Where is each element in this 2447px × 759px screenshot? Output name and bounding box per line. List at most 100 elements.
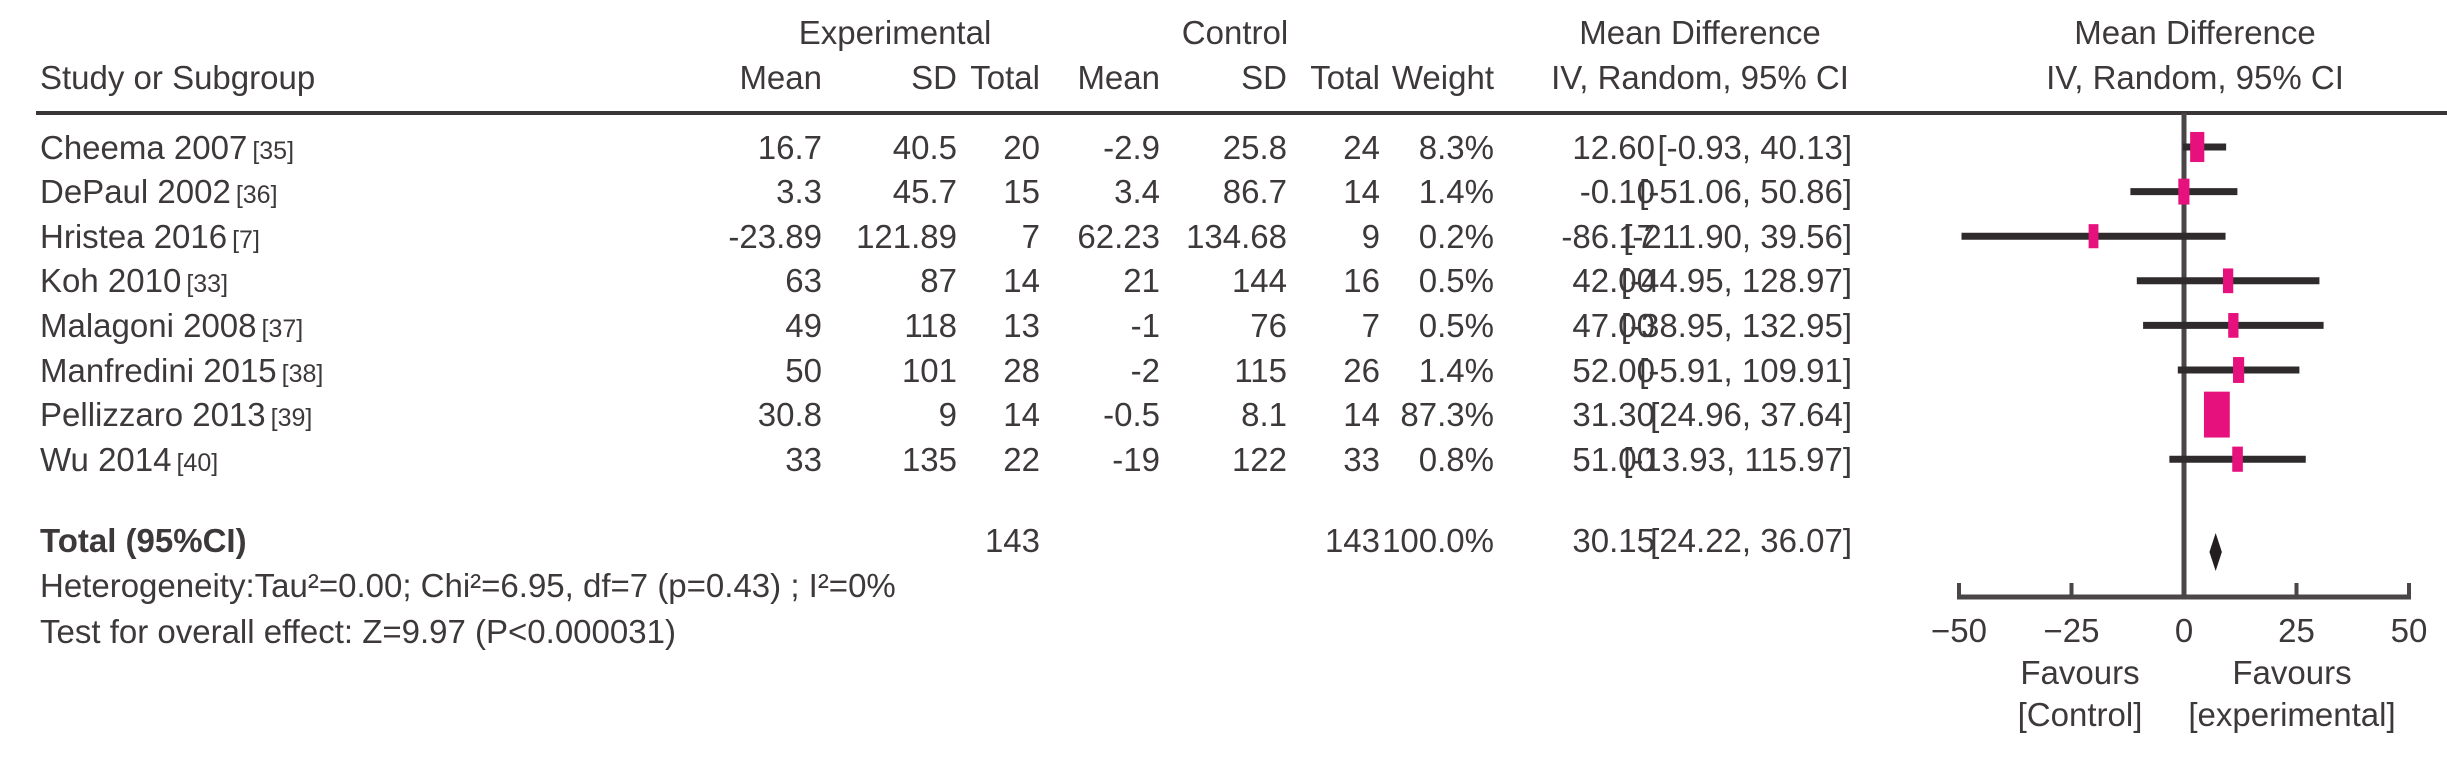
- cell-sd_e-cheema-2007: 40.5: [892, 129, 957, 166]
- cell-sd_e-manfredini-2015: 101: [901, 352, 957, 389]
- axis-tick-label: 50: [2391, 612, 2428, 649]
- favours-experimental-label: Favours: [2232, 654, 2351, 691]
- study-reference: [37]: [261, 315, 304, 343]
- cell-total_e-depaul-2002: 15: [1003, 173, 1040, 210]
- study-label-manfredini-2015: Manfredini 2015 [38]: [40, 348, 323, 393]
- cell-weight-manfredini-2015: 1.4%: [1418, 352, 1494, 389]
- column-header-total-ctl: Total: [1310, 59, 1380, 96]
- cell-total_e-manfredini-2015: 28: [1003, 352, 1040, 389]
- cell-total_c-hristea-2016: 9: [1361, 218, 1380, 255]
- total-md: 30.15: [1572, 522, 1655, 559]
- study-reference: [36]: [235, 181, 278, 209]
- total-ci: [24.22, 36.07]: [1650, 522, 1852, 559]
- effect-marker-pellizzaro-2013: [2203, 391, 2230, 438]
- cell-sd_e-pellizzaro-2013: 9: [938, 396, 957, 433]
- header-divider: [36, 111, 2447, 115]
- cell-mean_e-wu-2014: 33: [785, 441, 822, 478]
- cell-total_c-depaul-2002: 14: [1343, 173, 1380, 210]
- study-label-hristea-2016: Hristea 2016 [7]: [40, 214, 260, 259]
- cell-md-depaul-2002: -0.10: [1579, 173, 1655, 210]
- effect-marker-depaul-2002: [2178, 178, 2190, 205]
- cell-weight-pellizzaro-2013: 87.3%: [1400, 396, 1494, 433]
- cell-ci-hristea-2016: [-211.90, 39.56]: [1623, 218, 1852, 255]
- cell-ci-manfredini-2015: [-5.91, 109.91]: [1639, 352, 1852, 389]
- cell-ci-wu-2014: [-13.93, 115.97]: [1623, 441, 1852, 478]
- cell-weight-koh-2010: 0.5%: [1418, 262, 1494, 299]
- cell-ci-depaul-2002: [-51.06, 50.86]: [1639, 173, 1852, 210]
- cell-sd_c-manfredini-2015: 115: [1234, 352, 1287, 389]
- cell-mean_e-manfredini-2015: 50: [785, 352, 822, 389]
- cell-sd_c-cheema-2007: 25.8: [1222, 129, 1287, 166]
- cell-md-koh-2010: 42.00: [1572, 262, 1655, 299]
- study-name: Malagoni 2008: [40, 307, 257, 344]
- cell-total_e-koh-2010: 14: [1003, 262, 1040, 299]
- cell-sd_c-depaul-2002: 86.7: [1222, 173, 1287, 210]
- study-reference: [7]: [232, 226, 260, 254]
- cell-total_c-koh-2010: 16: [1343, 262, 1380, 299]
- cell-ci-malagoni-2008: [-38.95, 132.95]: [1620, 307, 1852, 344]
- md-plot-title: Mean Difference: [2074, 14, 2316, 51]
- cell-sd_e-koh-2010: 87: [920, 262, 957, 299]
- cell-sd_e-malagoni-2008: 118: [904, 307, 957, 344]
- cell-total_c-manfredini-2015: 26: [1343, 352, 1380, 389]
- study-reference: [38]: [281, 360, 324, 388]
- cell-total_e-malagoni-2008: 13: [1003, 307, 1040, 344]
- cell-sd_c-koh-2010: 144: [1231, 262, 1287, 299]
- cell-total_e-cheema-2007: 20: [1003, 129, 1040, 166]
- axis-tick-label: 0: [2175, 612, 2193, 649]
- cell-weight-depaul-2002: 1.4%: [1418, 173, 1494, 210]
- total-total_c: 143: [1324, 522, 1380, 559]
- study-name: Hristea 2016: [40, 218, 228, 255]
- cell-total_c-cheema-2007: 24: [1343, 129, 1380, 166]
- total-weight: 100.0%: [1382, 522, 1494, 559]
- heterogeneity-text: Heterogeneity:Tau²=0.00; Chi²=6.95, df=7…: [40, 567, 896, 604]
- cell-mean_c-manfredini-2015: -2: [1130, 352, 1160, 389]
- favours-experimental-label: [experimental]: [2188, 696, 2395, 733]
- favours-control-label: [Control]: [2018, 696, 2143, 733]
- total-diamond: [2209, 533, 2222, 571]
- cell-md-malagoni-2008: 47.00: [1572, 307, 1655, 344]
- cell-sd_c-wu-2014: 122: [1231, 441, 1287, 478]
- cell-md-hristea-2016: -86.17: [1561, 218, 1655, 255]
- study-name: DePaul 2002: [40, 173, 231, 210]
- effect-marker-wu-2014: [2232, 446, 2243, 472]
- cell-mean_e-hristea-2016: -23.89: [728, 218, 822, 255]
- effect-marker-manfredini-2015: [2233, 357, 2245, 383]
- cell-weight-hristea-2016: 0.2%: [1418, 218, 1494, 255]
- md-plot-subtitle: IV, Random, 95% CI: [2046, 59, 2344, 96]
- cell-weight-malagoni-2008: 0.5%: [1418, 307, 1494, 344]
- cell-md-wu-2014: 51.00: [1572, 441, 1655, 478]
- cell-mean_c-koh-2010: 21: [1123, 262, 1160, 299]
- cell-mean_c-depaul-2002: 3.4: [1114, 173, 1160, 210]
- column-header-weight: Weight: [1391, 59, 1494, 96]
- cell-sd_c-malagoni-2008: 76: [1250, 307, 1287, 344]
- study-name: Manfredini 2015: [40, 352, 277, 389]
- study-name: Wu 2014: [40, 441, 172, 478]
- cell-md-cheema-2007: 12.60: [1572, 129, 1655, 166]
- cell-mean_e-cheema-2007: 16.7: [757, 129, 822, 166]
- cell-mean_c-pellizzaro-2013: -0.5: [1103, 396, 1160, 433]
- favours-control-label: Favours: [2020, 654, 2139, 691]
- effect-marker-cheema-2007: [2190, 131, 2205, 163]
- column-header-total-exp: Total: [970, 59, 1040, 96]
- study-label-pellizzaro-2013: Pellizzaro 2013 [39]: [40, 392, 312, 437]
- cell-ci-pellizzaro-2013: [24.96, 37.64]: [1650, 396, 1852, 433]
- cell-md-manfredini-2015: 52.00: [1572, 352, 1655, 389]
- cell-md-pellizzaro-2013: 31.30: [1572, 396, 1655, 433]
- cell-sd_e-depaul-2002: 45.7: [892, 173, 957, 210]
- column-header-mean-ctl: Mean: [1077, 59, 1160, 96]
- cell-total_c-malagoni-2008: 7: [1361, 307, 1380, 344]
- study-label-cheema-2007: Cheema 2007 [35]: [40, 125, 294, 170]
- study-label-koh-2010: Koh 2010 [33]: [40, 258, 228, 303]
- study-reference: [35]: [252, 137, 295, 165]
- cell-total_c-pellizzaro-2013: 14: [1343, 396, 1380, 433]
- cell-total_e-hristea-2016: 7: [1021, 218, 1040, 255]
- cell-mean_c-malagoni-2008: -1: [1130, 307, 1160, 344]
- study-label-malagoni-2008: Malagoni 2008 [37]: [40, 303, 303, 348]
- study-label-wu-2014: Wu 2014 [40]: [40, 437, 218, 482]
- study-reference: [40]: [176, 449, 219, 477]
- cell-mean_c-wu-2014: -19: [1112, 441, 1160, 478]
- cell-mean_e-pellizzaro-2013: 30.8: [757, 396, 822, 433]
